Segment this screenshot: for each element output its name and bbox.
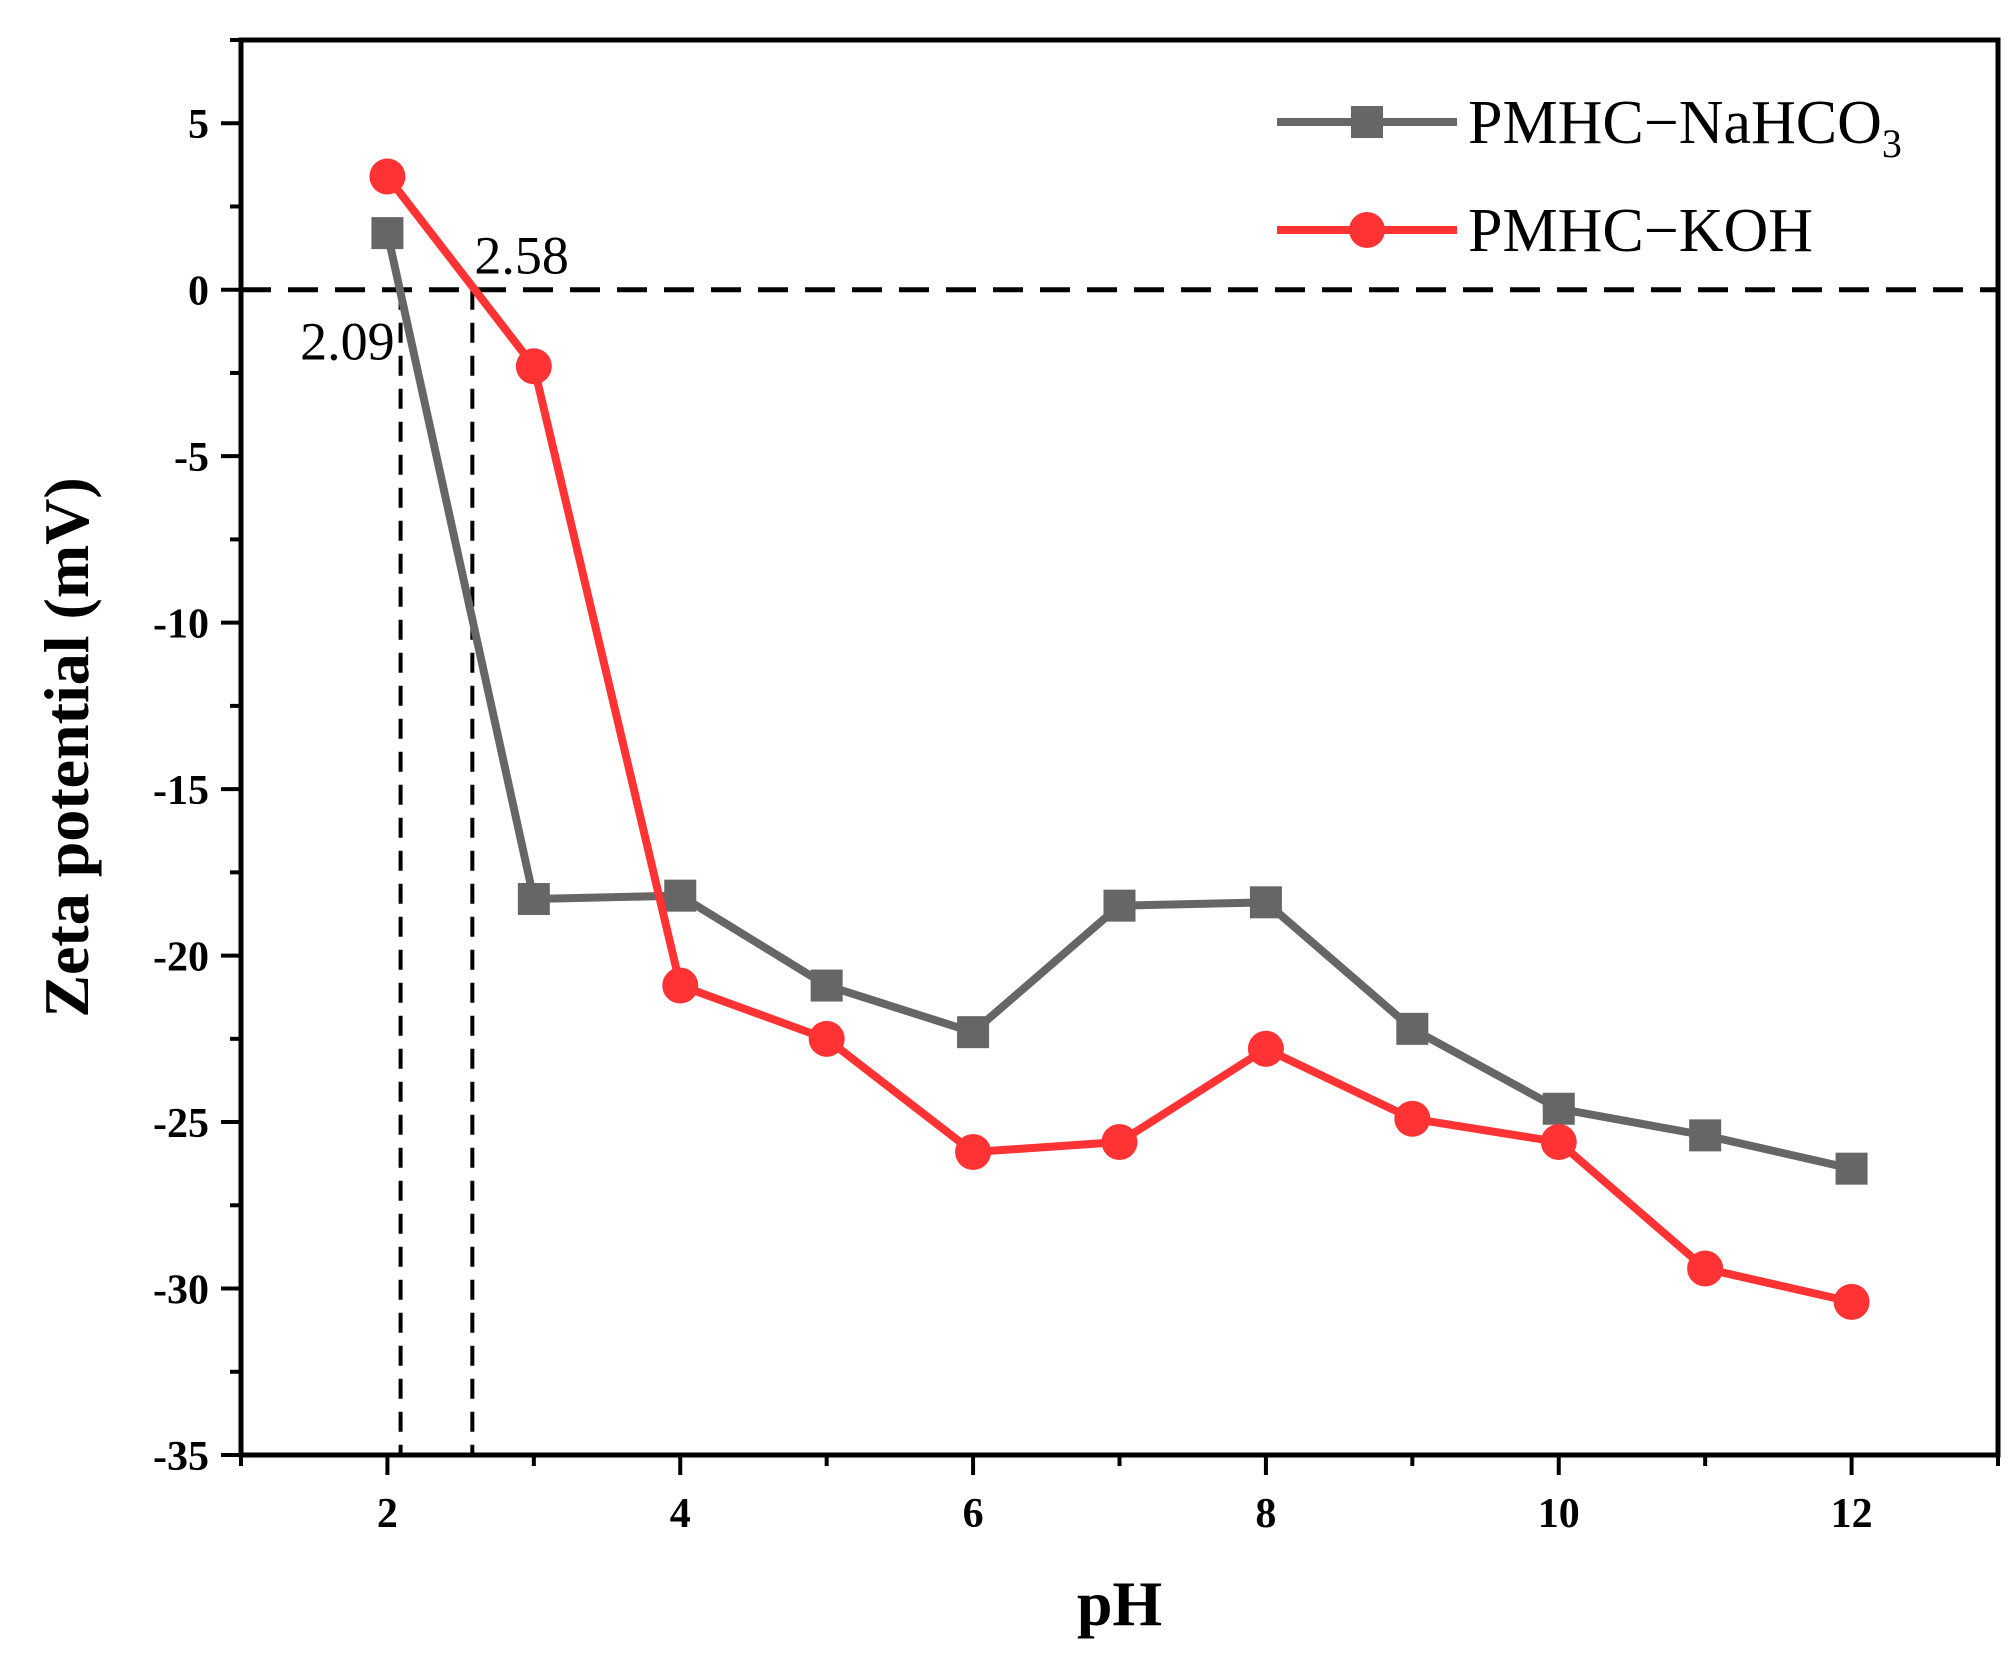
y-axis-title: Zeta potential (mV) xyxy=(31,477,102,1017)
data-point xyxy=(1394,1100,1431,1137)
data-point xyxy=(1687,1250,1724,1287)
data-point xyxy=(517,882,550,915)
legend-swatch-marker xyxy=(1351,106,1383,138)
x-tick-label: 4 xyxy=(670,1491,691,1537)
series-line xyxy=(383,232,1853,1173)
x-tick-label: 6 xyxy=(963,1491,984,1537)
pzc-label: 2.58 xyxy=(474,226,569,286)
data-point xyxy=(1103,889,1136,922)
y-tick-label: -10 xyxy=(153,602,209,648)
y-tick-label: -35 xyxy=(153,1434,209,1480)
pzc-label: 2.09 xyxy=(300,312,395,372)
y-tick-label: 0 xyxy=(188,269,209,315)
data-point xyxy=(955,1134,992,1171)
data-point xyxy=(1540,1124,1577,1161)
legend-entry: PMHC−NaHCO3 xyxy=(1277,89,1902,166)
x-tick-label: 8 xyxy=(1255,1491,1276,1537)
y-tick-label: -20 xyxy=(153,935,209,981)
data-point xyxy=(371,217,404,250)
legend-label: PMHC−KOH xyxy=(1468,197,1813,265)
data-point xyxy=(1101,1124,1138,1161)
data-point xyxy=(1249,886,1282,919)
data-point xyxy=(808,1020,845,1057)
data-point xyxy=(957,1016,990,1049)
y-tick-label: -30 xyxy=(153,1268,209,1314)
x-tick-label: 2 xyxy=(377,1491,398,1537)
legend-label: PMHC−NaHCO3 xyxy=(1468,89,1902,166)
data-point xyxy=(515,348,552,385)
legend-label-subscript: 3 xyxy=(1882,121,1902,166)
legend: PMHC−NaHCO3 PMHC−KOH xyxy=(1277,89,1902,265)
series-nahco3 xyxy=(371,217,1868,1185)
annotations: 2.09 2.58 xyxy=(300,226,569,372)
series-koh xyxy=(369,158,1870,1320)
x-tick-label: 10 xyxy=(1538,1491,1580,1537)
y-tick-label: 5 xyxy=(188,102,209,148)
y-tick-label: -15 xyxy=(153,768,209,814)
y-tick-label: -25 xyxy=(153,1101,209,1147)
data-point xyxy=(1396,1012,1429,1045)
legend-entry: PMHC−KOH xyxy=(1277,197,1813,265)
x-tick-label: 12 xyxy=(1831,1491,1873,1537)
data-point xyxy=(810,969,843,1002)
data-point xyxy=(1247,1030,1284,1067)
x-axis-title: pH xyxy=(1077,1568,1162,1639)
legend-label-text: PMHC−NaHCO xyxy=(1468,89,1882,157)
data-point xyxy=(1833,1283,1870,1320)
data-point xyxy=(662,967,699,1004)
series-layer xyxy=(369,158,1870,1320)
data-point xyxy=(1835,1152,1868,1185)
legend-label-text: PMHC−KOH xyxy=(1468,197,1813,265)
data-point xyxy=(664,879,697,912)
data-point xyxy=(1542,1092,1575,1125)
reference-lines xyxy=(241,287,1998,1455)
axes: 5 0 -5 -10 -15 -20 -25 -30 -35 2 4 6 8 10 12 xyxy=(153,38,2000,1537)
data-point xyxy=(369,158,406,195)
legend-swatch-marker xyxy=(1349,212,1385,248)
y-tick-label: -5 xyxy=(174,435,209,481)
data-point xyxy=(1689,1119,1722,1152)
